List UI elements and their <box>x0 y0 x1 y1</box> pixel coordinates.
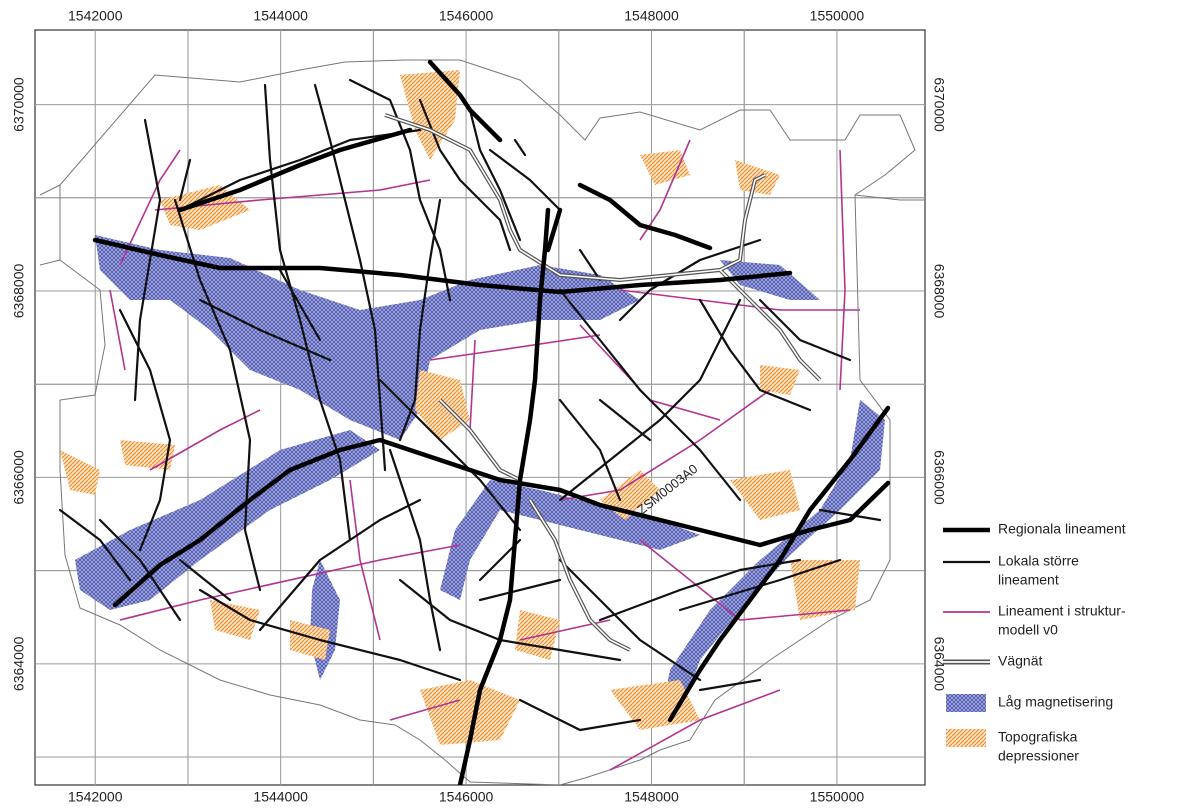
legend-label: modell v0 <box>998 622 1058 638</box>
map-frame <box>35 30 925 785</box>
x-tick-label-bottom: 1546000 <box>439 789 494 805</box>
x-tick-label-top: 1550000 <box>810 8 865 24</box>
x-tick-label-top: 1548000 <box>624 8 679 24</box>
legend-label: Topografiska <box>998 729 1078 745</box>
y-tick-label-left: 6366000 <box>11 450 27 505</box>
legend-symbol <box>946 729 986 747</box>
y-tick-label-left: 6370000 <box>11 77 27 132</box>
map: ZSM0003A0 154200015420001544000154400015… <box>0 0 1179 808</box>
legend-label: Lineament i struktur- <box>998 603 1126 619</box>
x-tick-label-bottom: 1548000 <box>624 789 679 805</box>
y-tick-label-left: 6368000 <box>11 264 27 319</box>
x-tick-label-top: 1546000 <box>439 8 494 24</box>
legend-label: lineament <box>998 572 1059 588</box>
legend-label: Regionala lineament <box>998 521 1126 537</box>
legend: Regionala lineament Lokala större lineamen… <box>943 521 1126 764</box>
x-tick-label-bottom: 1550000 <box>810 789 865 805</box>
legend-label: depressioner <box>998 748 1079 764</box>
legend-symbol <box>946 694 986 712</box>
x-tick-label-bottom: 1542000 <box>68 789 123 805</box>
y-tick-label-left: 6364000 <box>11 636 27 691</box>
legend-label: Lokala större <box>998 553 1079 569</box>
legend-label: Låg magnetisering <box>998 694 1113 710</box>
x-tick-label-top: 1542000 <box>68 8 123 24</box>
y-tick-label-right: 6366000 <box>931 450 947 505</box>
y-tick-label-right: 6370000 <box>931 77 947 132</box>
legend-label: Vägnät <box>998 653 1042 669</box>
x-tick-label-top: 1544000 <box>253 8 308 24</box>
x-tick-label-bottom: 1544000 <box>253 789 308 805</box>
y-tick-label-right: 6368000 <box>931 264 947 319</box>
